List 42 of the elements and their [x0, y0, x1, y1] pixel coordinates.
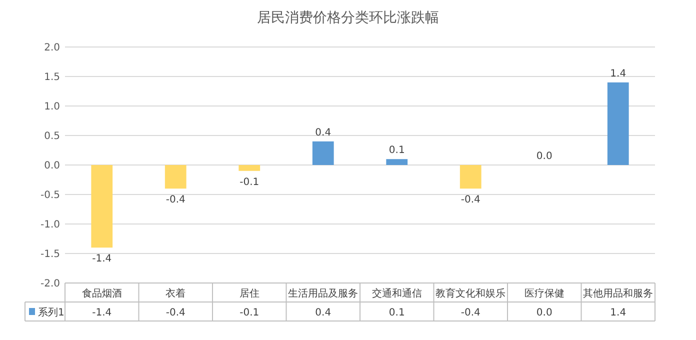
y-tick-label: 0.5 [44, 131, 60, 142]
x-tick-label: 衣着 [166, 288, 186, 300]
y-tick-label: 1.0 [44, 102, 60, 112]
data-label: -0.1 [240, 308, 260, 318]
bar [312, 141, 334, 165]
data-label: 0.4 [315, 308, 332, 318]
text: 1.4 [610, 68, 626, 80]
bar [386, 159, 408, 165]
y-tick-label: 2.0 [44, 42, 60, 54]
x-tick-label: 教育文化和娱乐 [436, 288, 506, 300]
bar [607, 82, 629, 165]
x-tick-label: 其他用品和服务 [583, 288, 654, 300]
bar [164, 165, 186, 189]
bar [460, 165, 482, 189]
x-tick-label: 居住 [239, 288, 260, 300]
bar [91, 165, 113, 248]
data-label: -0.4 [166, 308, 186, 318]
legend-label: 系列1 [38, 306, 64, 318]
y-tick-label: 1.5 [44, 72, 60, 83]
y-tick-label: -0.5 [40, 190, 60, 201]
data-label: 1.4 [610, 308, 626, 318]
text: 0.4 [315, 127, 332, 138]
y-tick-label: -2.0 [40, 278, 60, 290]
x-tick-label: 交通和通信 [372, 288, 422, 300]
text: -0.4 [166, 194, 186, 206]
x-tick-label: 食品烟酒 [82, 288, 122, 300]
y-tick-label: -1.0 [40, 220, 60, 230]
x-tick-label: 医疗保健 [524, 288, 564, 300]
text: 0.0 [536, 151, 552, 162]
chart-title: 居民消费价格分类环比涨跌幅 [257, 10, 439, 26]
data-label: 0.1 [388, 308, 405, 318]
data-label: -0.4 [460, 308, 480, 318]
text: -0.4 [460, 194, 480, 206]
text: -1.4 [92, 254, 112, 265]
y-tick-label: -1.5 [40, 249, 60, 260]
text: -0.1 [240, 176, 260, 188]
text: 0.1 [388, 145, 405, 156]
x-tick-label: 生活用品及服务 [288, 288, 358, 300]
bar [238, 165, 260, 171]
data-label: -1.4 [92, 308, 112, 318]
data-label: 0.0 [536, 308, 552, 318]
y-tick-label: 0.0 [44, 160, 60, 172]
